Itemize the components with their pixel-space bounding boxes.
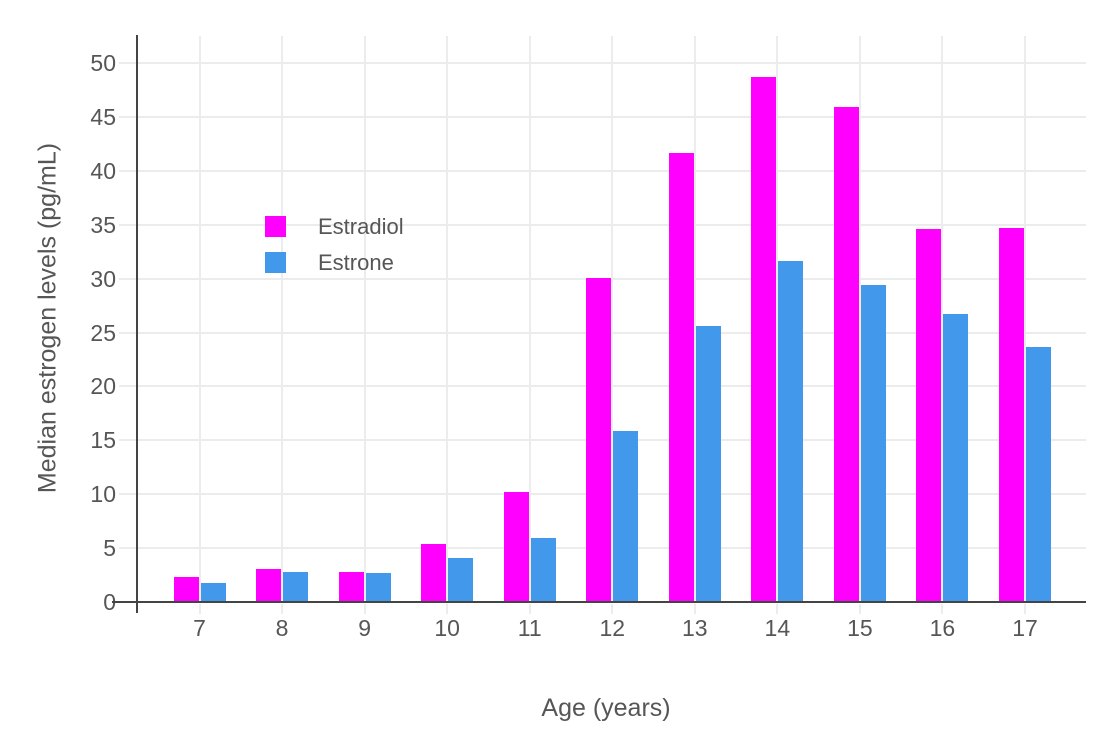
bar-estradiol-age-11[interactable] bbox=[503, 492, 529, 601]
x-tick-label: 15 bbox=[847, 615, 873, 641]
x-gridline bbox=[446, 36, 449, 602]
legend-swatch-estrone-icon bbox=[265, 252, 286, 273]
x-tick-label: 9 bbox=[358, 615, 371, 641]
bar-estrone-age-10[interactable] bbox=[448, 557, 474, 601]
y-tick-mark bbox=[119, 493, 137, 496]
bar-estrone-age-16[interactable] bbox=[943, 314, 969, 601]
y-tick-label: 45 bbox=[90, 103, 116, 130]
x-tick-mark bbox=[941, 604, 944, 614]
y-tick-label: 15 bbox=[90, 427, 116, 454]
bar-estrone-age-15[interactable] bbox=[860, 285, 886, 601]
y-tick-label: 0 bbox=[103, 589, 116, 615]
bar-estradiol-age-9[interactable] bbox=[338, 571, 364, 601]
x-axis-line bbox=[112, 601, 1086, 603]
bar-estrone-age-7[interactable] bbox=[200, 582, 226, 601]
bar-estradiol-age-10[interactable] bbox=[421, 543, 447, 601]
bar-estradiol-age-17[interactable] bbox=[999, 228, 1024, 601]
x-tick-mark bbox=[693, 604, 696, 614]
x-tick-label: 17 bbox=[1012, 615, 1038, 641]
y-tick-mark bbox=[119, 331, 137, 334]
x-tick-label: 7 bbox=[193, 615, 206, 641]
x-gridline bbox=[528, 36, 531, 602]
x-tick-label: 13 bbox=[682, 615, 708, 641]
x-tick-label: 16 bbox=[929, 615, 956, 641]
y-tick-label: 30 bbox=[90, 265, 116, 292]
y-tick-mark bbox=[119, 115, 137, 118]
x-gridline bbox=[1024, 36, 1026, 602]
y-tick-label: 5 bbox=[103, 535, 116, 562]
bar-estradiol-age-13[interactable] bbox=[668, 152, 694, 601]
bar-estradiol-age-14[interactable] bbox=[751, 77, 777, 601]
x-gridline bbox=[776, 36, 779, 602]
x-gridline bbox=[941, 36, 944, 602]
x-tick-label: 14 bbox=[764, 615, 791, 641]
bar-estradiol-age-15[interactable] bbox=[833, 107, 859, 601]
x-tick-label: 8 bbox=[275, 615, 289, 641]
x-gridline bbox=[281, 36, 284, 602]
y-tick-mark bbox=[119, 62, 137, 64]
legend-label-estradiol: Estradiol bbox=[318, 214, 404, 239]
x-gridline bbox=[693, 36, 696, 602]
y-tick-label: 10 bbox=[90, 481, 116, 508]
x-gridline bbox=[611, 36, 614, 602]
x-tick-label: 12 bbox=[599, 615, 626, 641]
bar-estradiol-age-8[interactable] bbox=[256, 568, 282, 601]
y-tick-mark bbox=[119, 223, 137, 226]
y-tick-label: 35 bbox=[90, 211, 116, 238]
y-tick-mark bbox=[119, 277, 137, 280]
bar-estradiol-age-12[interactable] bbox=[586, 277, 612, 601]
x-tick-mark bbox=[446, 604, 449, 614]
y-tick-label: 20 bbox=[90, 373, 116, 400]
x-tick-label: 10 bbox=[434, 615, 460, 641]
y-axis-title: Median estrogen levels (pg/mL) bbox=[33, 142, 62, 494]
x-axis-title: Age (years) bbox=[541, 694, 671, 722]
x-tick-label: 11 bbox=[517, 615, 542, 641]
x-tick-mark bbox=[1024, 604, 1026, 614]
x-gridline bbox=[858, 36, 861, 602]
bar-estrone-age-11[interactable] bbox=[530, 538, 556, 601]
bar-estrone-age-13[interactable] bbox=[695, 326, 721, 601]
bar-estrone-age-14[interactable] bbox=[778, 261, 804, 601]
legend-label-estrone: Estrone bbox=[318, 250, 394, 275]
x-gridline bbox=[363, 36, 366, 602]
y-tick-label: 25 bbox=[90, 319, 116, 346]
x-tick-mark bbox=[611, 604, 614, 614]
y-tick-label: 50 bbox=[90, 50, 116, 76]
y-tick-mark bbox=[119, 169, 137, 172]
x-gridline bbox=[198, 36, 201, 602]
x-tick-mark bbox=[363, 604, 366, 614]
y-tick-mark bbox=[119, 547, 137, 550]
x-tick-mark bbox=[528, 604, 531, 614]
bar-estradiol-age-7[interactable] bbox=[173, 577, 199, 601]
y-tick-mark bbox=[119, 385, 137, 388]
bar-estradiol-age-16[interactable] bbox=[916, 229, 942, 601]
legend-item-estradiol[interactable]: Estradiol bbox=[265, 214, 404, 239]
legend-item-estrone[interactable]: Estrone bbox=[265, 250, 404, 275]
y-axis-line bbox=[136, 35, 138, 613]
bar-estrone-age-12[interactable] bbox=[613, 430, 639, 601]
bar-estrone-age-17[interactable] bbox=[1026, 346, 1051, 601]
legend-swatch-estradiol-icon bbox=[265, 216, 286, 237]
bar-estrone-age-9[interactable] bbox=[365, 572, 391, 601]
y-tick-label: 40 bbox=[90, 157, 116, 184]
y-tick-mark bbox=[119, 439, 137, 442]
x-tick-mark bbox=[281, 604, 284, 614]
x-tick-mark bbox=[858, 604, 861, 614]
x-tick-mark bbox=[198, 604, 201, 614]
bar-estrone-age-8[interactable] bbox=[283, 571, 309, 601]
x-tick-mark bbox=[776, 604, 779, 614]
legend: Estradiol Estrone bbox=[265, 216, 404, 288]
